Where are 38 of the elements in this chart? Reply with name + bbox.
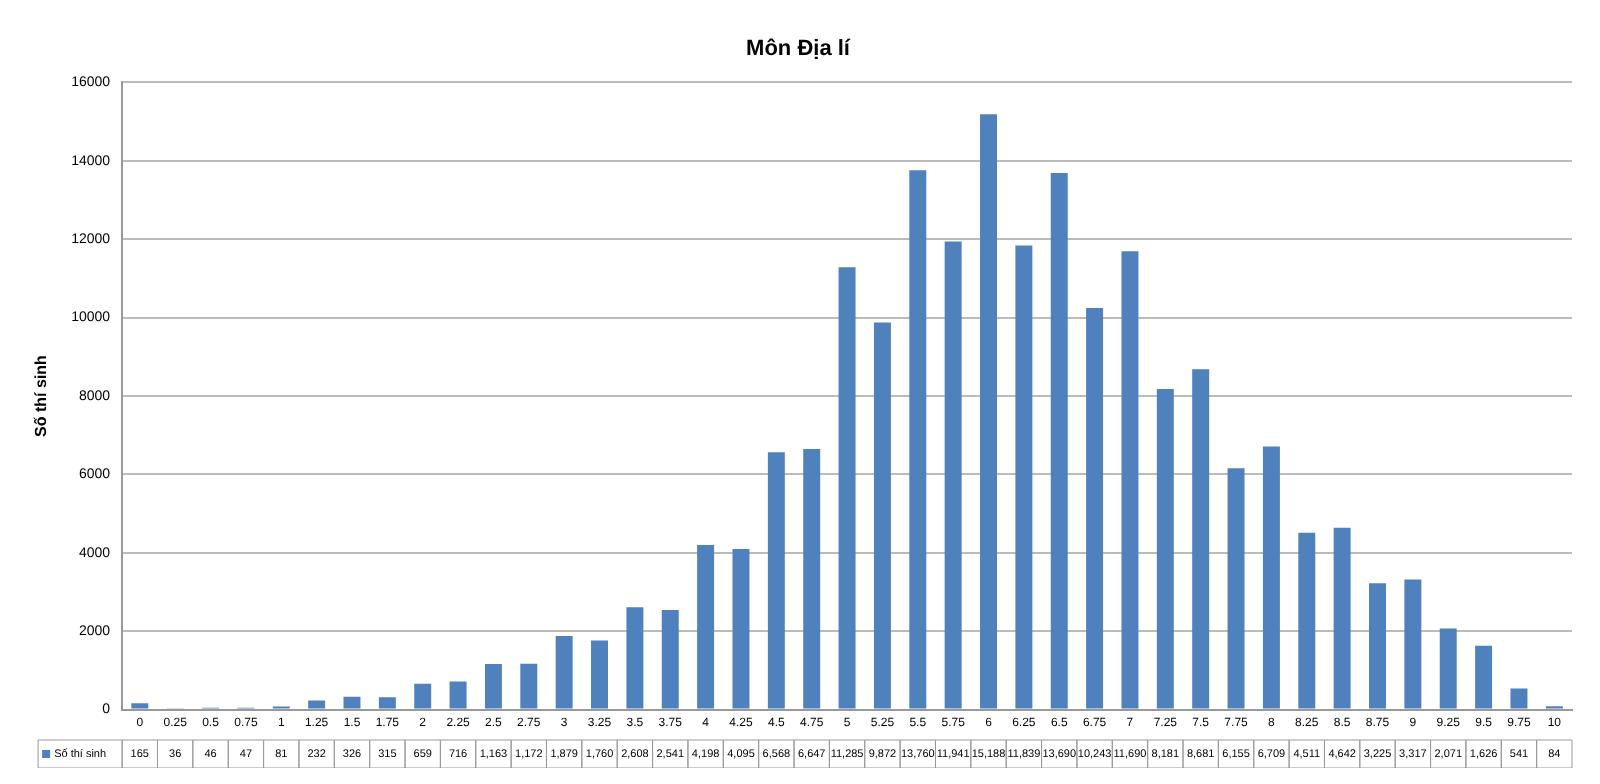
bar (1192, 369, 1210, 709)
bar (1227, 468, 1245, 709)
bar (1404, 579, 1422, 709)
bar (1333, 527, 1351, 709)
bar (1086, 308, 1104, 709)
bar (767, 452, 785, 709)
bar (1510, 688, 1528, 709)
bar (944, 241, 962, 709)
bar (343, 696, 361, 709)
bar (308, 700, 326, 709)
bar (591, 640, 609, 709)
bar (661, 609, 679, 709)
bar (449, 681, 467, 709)
bar (131, 703, 149, 709)
bar (980, 114, 997, 709)
bar (803, 449, 821, 709)
bar (1015, 245, 1033, 709)
bar (520, 663, 538, 709)
chart-title: Môn Địa lí (746, 37, 852, 62)
bar (555, 635, 573, 709)
bar (1298, 532, 1316, 709)
y-axis-title: Số thí sinh (32, 354, 51, 437)
bar (1369, 583, 1386, 709)
bar (484, 664, 502, 709)
bar (1439, 628, 1457, 709)
bar (1050, 172, 1068, 709)
bar (378, 697, 396, 709)
bar (1156, 388, 1174, 709)
bar (909, 170, 927, 709)
bar (626, 607, 644, 709)
bar (414, 683, 432, 709)
bar (873, 322, 891, 709)
bar (732, 549, 750, 709)
bar (1475, 645, 1493, 709)
bar (697, 545, 715, 709)
bar (838, 267, 856, 709)
bar (1121, 251, 1139, 709)
bar (1262, 446, 1280, 709)
